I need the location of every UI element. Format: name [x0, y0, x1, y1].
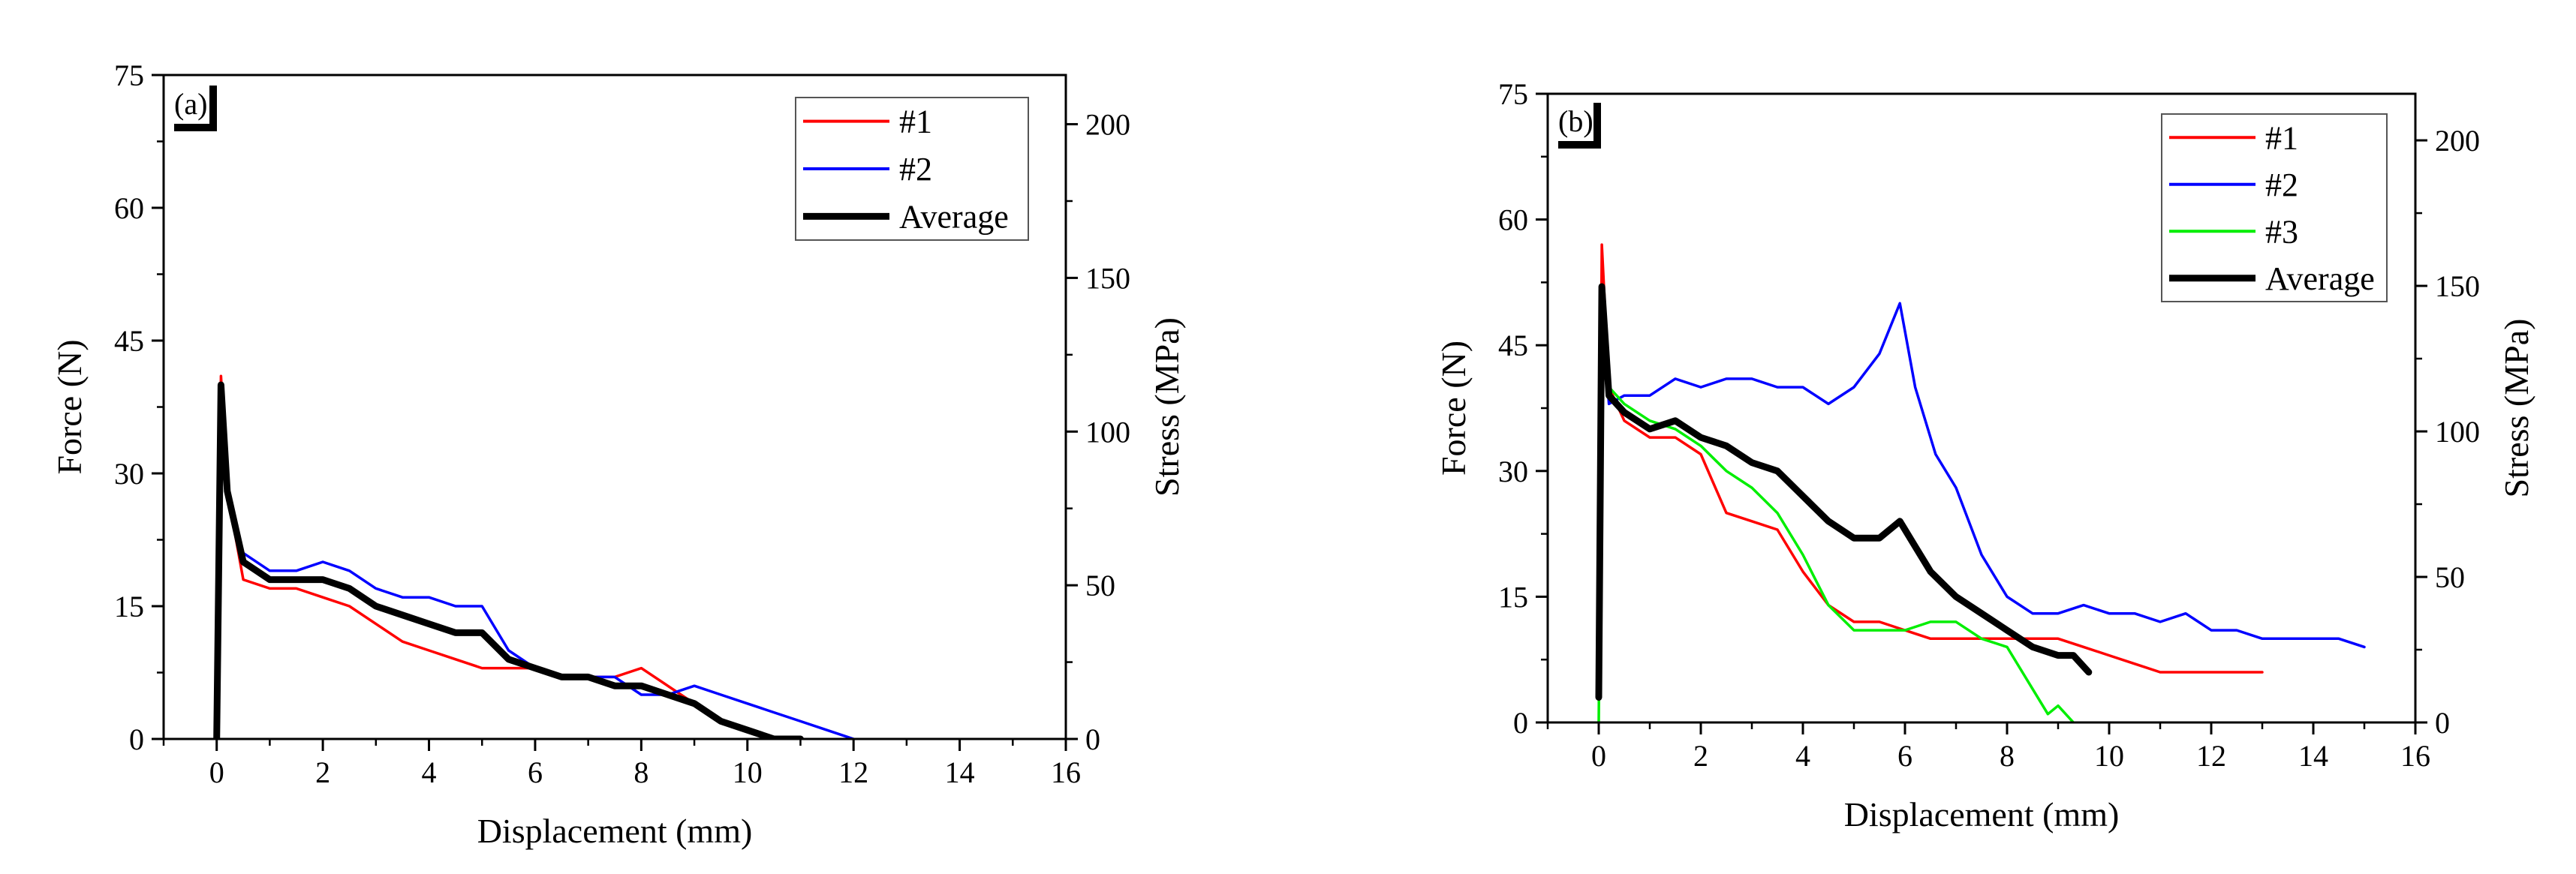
panel-label: (b) — [1558, 104, 1593, 138]
y-tick-label: 45 — [1498, 329, 1528, 362]
y-tick-label: 30 — [114, 457, 144, 491]
y-tick-label: 75 — [114, 59, 144, 92]
legend-label-1: #1 — [899, 104, 932, 140]
x-tick-label: 0 — [1591, 739, 1606, 773]
panel-label: (a) — [174, 87, 207, 121]
series-line-2 — [215, 383, 855, 739]
y2-axis-title: Stress (MPa) — [2497, 319, 2535, 498]
x-tick-label: 4 — [1795, 739, 1810, 773]
x-tick-label: 10 — [2094, 739, 2124, 773]
x-tick-label: 16 — [1051, 755, 1081, 789]
y2-tick-label: 50 — [2435, 560, 2465, 594]
y-tick-label: 45 — [114, 324, 144, 358]
chart-panel-b: 0 2 4 6 8 10 12 14 1601530456075050100150200Disp… — [1434, 77, 2535, 833]
y2-axis-title: Stress (MPa) — [1148, 317, 1186, 497]
y-axis-title: Force (N) — [50, 339, 89, 474]
x-tick-label: 12 — [2196, 739, 2226, 773]
x-tick-label: 16 — [2400, 739, 2430, 773]
x-axis-title: Displacement (mm) — [1844, 795, 2120, 833]
x-tick-label: 14 — [945, 755, 975, 789]
y-tick-label: 75 — [1498, 77, 1528, 111]
x-tick-label: 2 — [315, 755, 330, 789]
legend-box — [2161, 113, 2388, 302]
legend-label-average: Average — [899, 198, 1009, 235]
x-tick-label: 2 — [1693, 739, 1708, 773]
x-axis-title: Displacement (mm) — [477, 812, 753, 850]
x-tick-label: 6 — [528, 755, 543, 789]
legend-label-average: Average — [2265, 260, 2375, 297]
y2-tick-label: 50 — [1085, 569, 1115, 602]
legend-label-1: #1 — [2265, 119, 2298, 156]
y2-tick-label: 100 — [2435, 415, 2480, 449]
y-tick-label: 0 — [129, 722, 144, 756]
y-tick-label: 30 — [1498, 455, 1528, 488]
series-line-3 — [1597, 302, 2075, 722]
series-lines — [1595, 243, 2366, 722]
x-tick-label: 8 — [633, 755, 649, 789]
series-line-1 — [1597, 243, 2264, 699]
x-tick-label: 8 — [2000, 739, 2015, 773]
legend-label-3: #3 — [2265, 213, 2298, 250]
y-tick-label: 15 — [1498, 580, 1528, 614]
y-tick-label: 0 — [1513, 706, 1528, 740]
y2-tick-label: 200 — [2435, 124, 2480, 158]
x-tick-label: 14 — [2298, 739, 2328, 773]
y-tick-label: 60 — [1498, 203, 1528, 237]
y2-tick-label: 200 — [1085, 108, 1130, 142]
series-line-1 — [215, 374, 775, 739]
x-tick-label: 4 — [422, 755, 437, 789]
x-tick-label: 0 — [209, 755, 224, 789]
series-line-2 — [1597, 302, 2366, 699]
series-lines — [213, 374, 855, 739]
panel-label-bracket — [174, 86, 217, 131]
y2-tick-label: 0 — [1085, 722, 1100, 756]
y-axis-title: Force (N) — [1434, 341, 1473, 476]
x-tick-label: 10 — [733, 755, 763, 789]
series-line-average — [1595, 283, 2093, 701]
y-tick-label: 60 — [114, 191, 144, 225]
chart-panel-a: 0 2 4 6 8 10 12 14 1601530456075050100150200Disp… — [50, 59, 1186, 850]
y2-tick-label: 150 — [2435, 269, 2480, 303]
legend-label-2: #2 — [899, 151, 932, 188]
y2-tick-label: 0 — [2435, 706, 2450, 740]
y2-tick-label: 100 — [1085, 415, 1130, 449]
y2-tick-label: 150 — [1085, 261, 1130, 295]
y-tick-label: 15 — [114, 590, 144, 623]
x-tick-label: 6 — [1897, 739, 1912, 773]
legend-label-2: #2 — [2265, 167, 2298, 203]
panel-label-bracket — [1558, 103, 1601, 149]
x-tick-label: 12 — [838, 755, 868, 789]
series-line-average — [213, 381, 804, 739]
